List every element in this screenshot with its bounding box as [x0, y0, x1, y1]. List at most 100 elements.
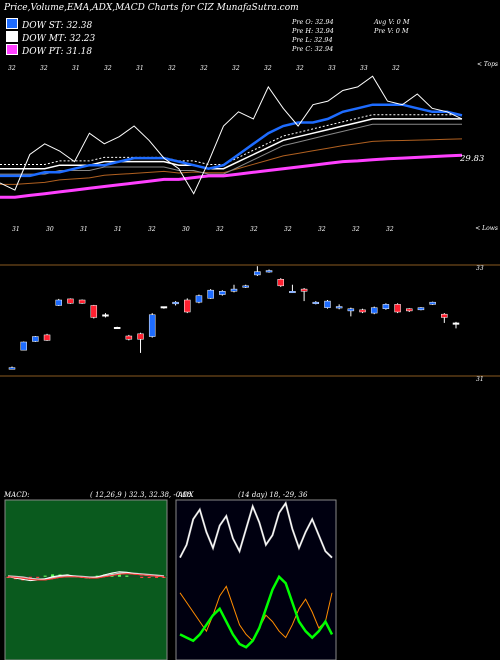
legend-label: DOW PT: 31.18 [22, 47, 93, 57]
candle-body [207, 289, 214, 299]
candle-body [254, 271, 261, 276]
legend-swatch-magenta [6, 44, 18, 55]
legend-label: DOW MT: 32.23 [22, 34, 96, 44]
candle-body [8, 367, 16, 370]
candle-body [277, 279, 284, 287]
candle-body [160, 306, 168, 309]
candle-body [125, 335, 133, 340]
lows-label: 31 [114, 226, 122, 233]
legend-swatch-blue [6, 18, 18, 29]
quote-avg-volume: Avg V: 0 M [374, 18, 410, 26]
tops-label: 31 [72, 65, 80, 72]
tops-label: 32 [8, 65, 16, 72]
macd-params: ( 12,26,9 ) 32.3, 32.38, -0.08 [90, 491, 192, 499]
macd-red-line [7, 573, 165, 581]
candle-body [382, 304, 390, 309]
legend-dow-pt: DOW PT: 31.18 [6, 44, 92, 57]
quote-open: Pre O: 32.94 [292, 18, 334, 26]
legend-swatch-white [6, 31, 18, 42]
macd-title: MACD: [3, 491, 30, 499]
tops-label: 32 [264, 65, 272, 72]
tops-label: 33 [360, 65, 368, 72]
chart-title: Price,Volume,EMA,ADX,MACD Charts for CIZ… [4, 3, 299, 13]
candle-body [394, 304, 401, 313]
dow-st-line [0, 103, 463, 178]
candle-body [312, 301, 320, 304]
tops-label: 32 [104, 65, 112, 72]
candle-body [417, 307, 425, 311]
adx-plus-di-line [179, 502, 333, 558]
level-label-33: 33 [476, 265, 484, 272]
legend-label: DOW ST: 32.38 [22, 21, 93, 31]
candle-body [219, 291, 226, 295]
candle-body [78, 299, 86, 304]
candle-body [195, 295, 203, 303]
adx-params: (14 day) 18, -29, 36 [238, 491, 308, 499]
level-label-31: 31 [476, 376, 484, 383]
dow-mt-line [0, 118, 462, 170]
quote-high: Pre H: 32.94 [292, 27, 334, 35]
lows-label: 32 [284, 226, 292, 233]
legend-dow-st: DOW ST: 32.38 [6, 18, 92, 31]
candle-body [90, 305, 98, 318]
candle-body [32, 336, 39, 342]
candle-body [172, 301, 179, 305]
candle-body [370, 307, 378, 314]
adx-line [179, 574, 334, 649]
lows-label: 32 [250, 226, 258, 233]
dow-mt-dotted-line [0, 114, 462, 165]
last-price-label: 29.83 [459, 154, 484, 164]
tops-marker: < Tops [477, 61, 498, 68]
ema-grey-line [0, 123, 462, 175]
lows-label: 32 [386, 226, 394, 233]
candle-body [67, 298, 74, 304]
candle-body [265, 270, 273, 273]
legend-dow-mt: DOW MT: 32.23 [6, 31, 95, 44]
quote-close: Pre C: 32.94 [292, 45, 334, 53]
price-line [0, 75, 463, 195]
candle-body [102, 314, 109, 317]
tops-label: 32 [392, 65, 400, 72]
tops-label: 32 [232, 65, 240, 72]
lows-label: 31 [12, 226, 20, 233]
quote-low: Pre L: 32.94 [292, 36, 333, 44]
lows-label: 32 [352, 226, 360, 233]
candle-body [300, 288, 308, 292]
candle-body [148, 314, 156, 337]
candle-body [43, 334, 51, 341]
lows-marker: < Lows [475, 225, 498, 232]
tops-label: 32 [200, 65, 208, 72]
candle-body [335, 306, 343, 309]
tops-label: 33 [328, 65, 336, 72]
lows-label: 31 [80, 226, 88, 233]
tops-label: 31 [136, 65, 144, 72]
lows-label: 32 [148, 226, 156, 233]
candle-body [289, 291, 296, 294]
dow-pt-line [0, 153, 463, 199]
adx-title: ADX [177, 491, 195, 499]
lows-label: 30 [182, 226, 190, 233]
tops-label: 32 [168, 65, 176, 72]
ema-brown-line [0, 138, 463, 185]
lows-label: 32 [216, 226, 224, 233]
candle-body [242, 285, 249, 288]
candle-body [441, 313, 448, 318]
lows-label: 30 [46, 226, 54, 233]
candle-body [113, 327, 121, 330]
candle-body [55, 299, 62, 306]
tops-label: 32 [40, 65, 48, 72]
candle-body [230, 288, 238, 292]
candle-body [359, 309, 366, 313]
tops-label: 32 [296, 65, 304, 72]
candle-body [324, 300, 331, 308]
candle-body [406, 308, 413, 312]
candle-body [184, 299, 191, 313]
candle-body [429, 301, 436, 305]
candle-body [452, 322, 460, 325]
lows-label: 32 [318, 226, 326, 233]
candle-body [137, 333, 144, 340]
candle-body [20, 341, 27, 351]
quote-pre-volume: Pre V: 0 M [374, 27, 409, 35]
candle-body [347, 308, 355, 312]
